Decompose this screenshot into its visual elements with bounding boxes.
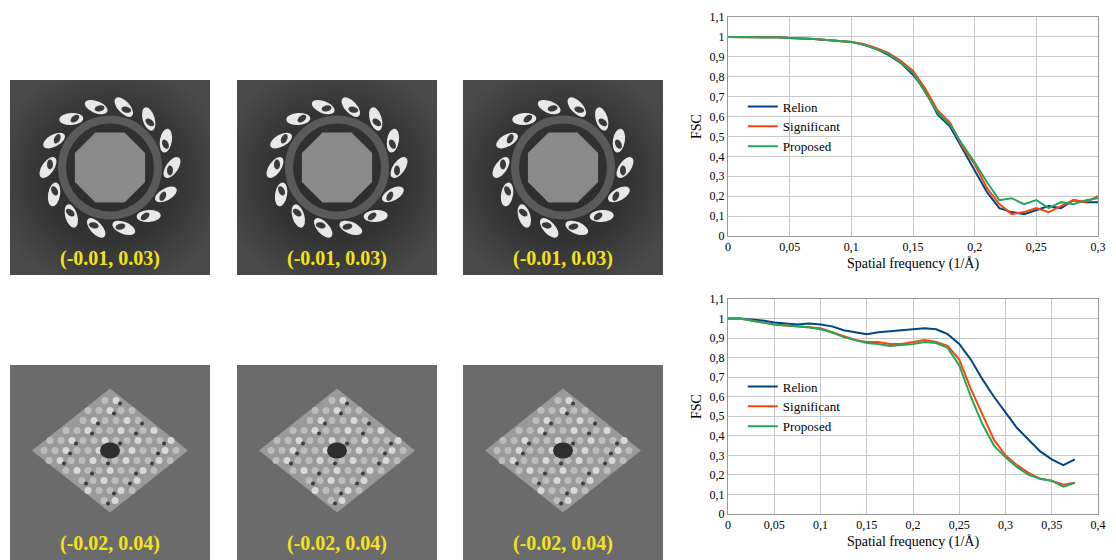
svg-text:0,15: 0,15 [856,518,877,532]
svg-text:0,4: 0,4 [710,150,725,164]
svg-text:0: 0 [725,518,731,532]
svg-text:1: 1 [719,312,725,326]
svg-text:0,05: 0,05 [779,240,800,254]
svg-text:0,4: 0,4 [710,429,725,443]
svg-text:Relion: Relion [783,380,818,395]
svg-text:0: 0 [725,240,731,254]
svg-text:Significant: Significant [783,399,840,414]
svg-text:FSC: FSC [689,114,704,139]
svg-text:0,3: 0,3 [710,449,725,463]
svg-text:0,1: 0,1 [710,488,725,502]
svg-text:0,15: 0,15 [903,240,924,254]
svg-text:0,1: 0,1 [813,518,828,532]
svg-text:(-0.02, 0.04): (-0.02, 0.04) [513,532,613,555]
svg-text:0,3: 0,3 [998,518,1013,532]
svg-text:Spatial frequency (1/Å): Spatial frequency (1/Å) [847,534,980,550]
svg-text:0,9: 0,9 [710,50,725,64]
svg-text:0,2: 0,2 [967,240,982,254]
svg-text:1: 1 [719,30,725,44]
svg-text:1,1: 1,1 [710,10,725,24]
svg-text:0,2: 0,2 [710,189,725,203]
svg-text:Spatial frequency (1/Å): Spatial frequency (1/Å) [847,256,980,272]
svg-text:0,2: 0,2 [906,518,921,532]
svg-text:Relion: Relion [783,100,818,115]
svg-text:0,3: 0,3 [1091,240,1106,254]
svg-text:(-0.02, 0.04): (-0.02, 0.04) [287,532,387,555]
svg-text:0,35: 0,35 [1041,518,1062,532]
svg-text:0,7: 0,7 [710,370,725,384]
svg-text:0,5: 0,5 [710,409,725,423]
svg-text:0,7: 0,7 [710,90,725,104]
svg-text:Significant: Significant [783,119,840,134]
svg-text:0,2: 0,2 [710,468,725,482]
svg-text:1,1: 1,1 [710,292,725,306]
svg-text:0: 0 [719,507,725,521]
svg-text:0,9: 0,9 [710,331,725,345]
svg-text:0,8: 0,8 [710,351,725,365]
svg-text:(-0.01, 0.03): (-0.01, 0.03) [60,247,160,270]
svg-text:0,25: 0,25 [1026,240,1047,254]
svg-text:0,05: 0,05 [764,518,785,532]
svg-text:Proposed: Proposed [783,419,832,434]
svg-text:0,1: 0,1 [844,240,859,254]
svg-text:0,6: 0,6 [710,110,725,124]
svg-text:0: 0 [719,229,725,243]
svg-text:0,8: 0,8 [710,70,725,84]
svg-text:0,6: 0,6 [710,390,725,404]
svg-text:(-0.01, 0.03): (-0.01, 0.03) [287,247,387,270]
svg-text:0,5: 0,5 [710,130,725,144]
svg-text:0,1: 0,1 [710,209,725,223]
svg-text:0,3: 0,3 [710,169,725,183]
svg-text:(-0.02, 0.04): (-0.02, 0.04) [60,532,160,555]
svg-text:0,25: 0,25 [949,518,970,532]
svg-text:FSC: FSC [689,394,704,419]
svg-text:0,4: 0,4 [1091,518,1106,532]
svg-text:Proposed: Proposed [783,139,832,154]
svg-text:(-0.01, 0.03): (-0.01, 0.03) [513,247,613,270]
